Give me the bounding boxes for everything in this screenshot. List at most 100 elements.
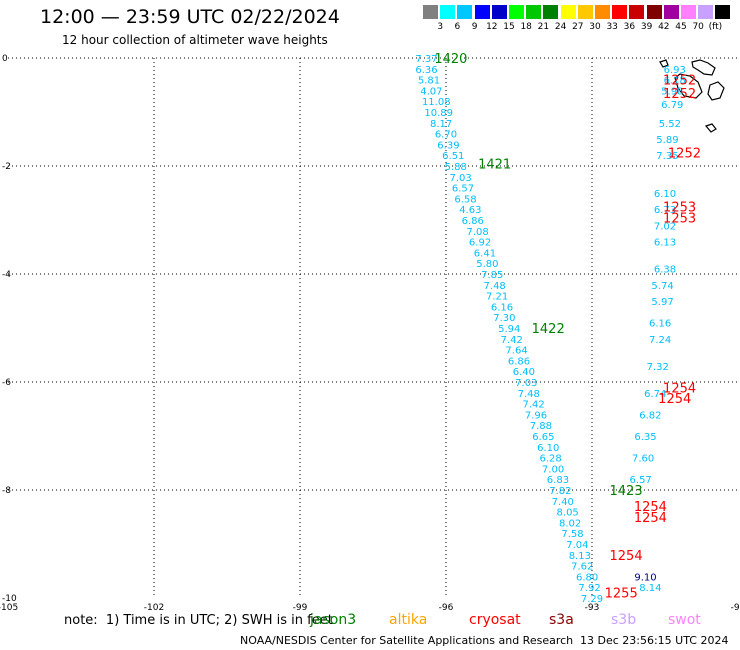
wave-height-value: 7.30 xyxy=(493,313,515,324)
wave-height-value: 6.51 xyxy=(442,151,464,162)
wave-height-value: 6.10 xyxy=(537,443,559,454)
colorbar-swatch xyxy=(595,5,610,19)
colorbar-swatch xyxy=(715,5,731,19)
wave-height-value: 8.14 xyxy=(639,583,661,594)
orbit-rev-label: 1254 xyxy=(634,511,667,526)
wave-height-value: 6.57 xyxy=(452,184,474,195)
wave-height-value: 7.04 xyxy=(566,540,588,551)
wave-height-value: 6.93 xyxy=(664,65,686,76)
colorbar-swatch xyxy=(543,5,559,19)
mission-cryosat: cryosat xyxy=(469,612,521,628)
wave-height-value: 6.70 xyxy=(435,130,457,141)
x-tick-label: -102 xyxy=(144,603,164,613)
island-outline xyxy=(674,73,703,99)
wave-height-value: 5.89 xyxy=(656,135,678,146)
colorbar-swatch xyxy=(457,5,473,19)
wave-height-value: 6.86 xyxy=(508,356,530,367)
page-title: 12:00 — 23:59 UTC 02/22/2024 xyxy=(40,6,340,28)
wave-height-value: 6.73 xyxy=(654,205,676,216)
y-tick-label: -10 xyxy=(2,594,17,604)
colorbar-swatch xyxy=(646,5,662,19)
orbit-rev-label: 1254 xyxy=(634,500,667,515)
wave-height-value: 5.52 xyxy=(659,119,681,130)
note-text: note: 1) Time is in UTC; 2) SWH is in fe… xyxy=(64,613,333,628)
wave-height-value: 7.58 xyxy=(561,529,583,540)
footer-credit: NOAA/NESDIS Center for Satellite Applica… xyxy=(240,634,574,647)
orbit-rev-label: 1420 xyxy=(434,52,467,67)
wave-height-value: 5.81 xyxy=(418,76,440,87)
wave-height-value: 7.02 xyxy=(654,221,676,232)
wave-height-value: 9.10 xyxy=(634,572,656,583)
orbit-rev-label: 1422 xyxy=(532,322,565,337)
wave-height-value: 6.92 xyxy=(469,238,491,249)
wave-height-value: 6.82 xyxy=(639,410,661,421)
colorbar-label: 6 xyxy=(454,22,461,32)
wave-height-value: 7.92 xyxy=(578,583,600,594)
wave-height-value: 6.41 xyxy=(474,248,496,259)
wave-height-value: 7.48 xyxy=(518,389,540,400)
colorbar-label: 42 xyxy=(658,22,670,32)
wave-height-value: 6.83 xyxy=(547,475,569,486)
wave-height-value: 6.18 xyxy=(664,76,686,87)
wave-height-value: 7.29 xyxy=(581,594,603,605)
wave-height-value: 6.16 xyxy=(649,319,671,330)
colorbar-label: 18 xyxy=(520,22,532,32)
orbit-rev-label: 1252 xyxy=(663,87,696,102)
mission-swot: swot xyxy=(668,612,701,628)
colorbar-swatch xyxy=(612,5,628,19)
mission-altika: altika xyxy=(389,612,428,628)
wave-height-value: 7.88 xyxy=(530,421,552,432)
wave-height-value: 6.13 xyxy=(654,238,676,249)
wave-height-value: 5.98 xyxy=(661,86,683,97)
colorbar-swatch xyxy=(526,5,542,19)
wave-height-value: 6.58 xyxy=(454,194,476,205)
x-tick-label: -105 xyxy=(0,603,18,613)
wave-height-value: 6.74 xyxy=(644,389,666,400)
colorbar-label: 15 xyxy=(503,22,515,32)
wave-height-value: 6.28 xyxy=(540,454,562,465)
colorbar-label: 12 xyxy=(486,22,498,32)
island-outline xyxy=(707,81,725,101)
colorbar-swatch xyxy=(577,5,593,19)
wave-height-value: 6.10 xyxy=(654,189,676,200)
wave-height-value: 7.42 xyxy=(501,335,523,346)
wave-height-value: 7.42 xyxy=(522,400,544,411)
wave-height-value: 10.89 xyxy=(424,108,453,119)
colorbar-label: (ft) xyxy=(708,22,723,32)
colorbar-swatch xyxy=(663,5,679,19)
colorbar-swatch xyxy=(560,5,576,19)
colorbar-label: 24 xyxy=(554,22,567,32)
colorbar-label: 27 xyxy=(572,22,584,32)
colorbar-swatch xyxy=(509,5,524,19)
y-tick-label: -4 xyxy=(2,270,11,280)
wave-height-value: 5.94 xyxy=(498,324,520,335)
wave-height-value: 7.64 xyxy=(505,346,527,357)
wave-height-value: 6.40 xyxy=(513,367,535,378)
wave-height-value: 7.35 xyxy=(656,151,678,162)
colorbar-swatch xyxy=(698,5,714,19)
orbit-rev-label: 1423 xyxy=(610,484,643,499)
wave-height-value: 7.40 xyxy=(552,497,574,508)
orbit-rev-label: 1421 xyxy=(478,157,511,172)
wave-height-value: 7.24 xyxy=(649,335,671,346)
island-outline xyxy=(691,59,716,76)
wave-height-value: 4.07 xyxy=(420,86,442,97)
colorbar-swatch xyxy=(440,5,456,19)
wave-height-value: 6.65 xyxy=(532,432,554,443)
colorbar-label: 70 xyxy=(692,22,704,32)
wave-height-value: 7.82 xyxy=(549,486,571,497)
orbit-rev-label: 1254 xyxy=(663,381,696,396)
mission-s3b: s3b xyxy=(611,612,637,628)
colorbar-label: 30 xyxy=(589,22,601,32)
footer-timestamp: 13 Dec 23:56:15 UTC 2024 xyxy=(580,634,729,647)
wave-height-value: 6.57 xyxy=(630,475,652,486)
colorbar-label: 3 xyxy=(437,22,444,32)
y-tick-label: -2 xyxy=(2,162,11,172)
orbit-rev-label: 1254 xyxy=(658,392,691,407)
island-outline xyxy=(659,59,669,68)
wave-height-value: 5.97 xyxy=(651,297,673,308)
page-subtitle: 12 hour collection of altimeter wave hei… xyxy=(62,33,328,47)
y-tick-label: -6 xyxy=(2,378,11,388)
wave-height-value: 7.00 xyxy=(542,464,564,475)
